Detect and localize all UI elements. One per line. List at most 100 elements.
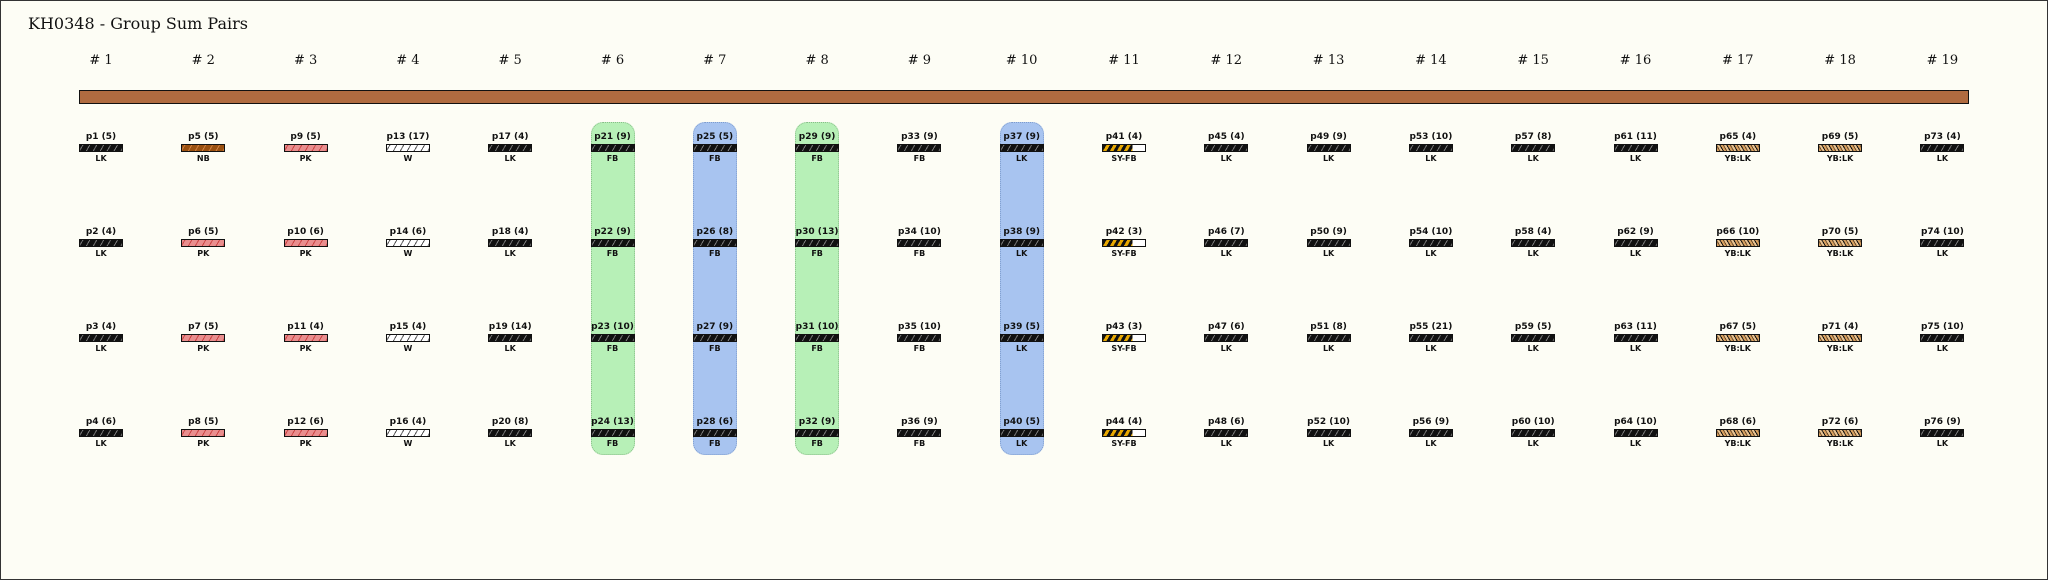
pattern-swatch — [79, 144, 123, 152]
pair-item: p24 (13) FB — [590, 417, 636, 449]
pair-item: p45 (4) LK — [1203, 132, 1249, 164]
pattern-code: FB — [709, 439, 721, 448]
pair-label: p53 (10) — [1409, 132, 1453, 142]
pair-label: p26 (8) — [696, 227, 734, 237]
pair-item: p22 (9) FB — [590, 227, 636, 259]
pair-label: p30 (13) — [795, 227, 839, 237]
pair-label: p18 (4) — [491, 227, 529, 237]
pair-label: p41 (4) — [1105, 132, 1143, 142]
pair-label: p21 (9) — [594, 132, 631, 142]
pair-item: p68 (6) YB:LK — [1715, 417, 1761, 449]
pair-item: p70 (5) YB:LK — [1817, 227, 1863, 259]
pattern-code: LK — [1220, 439, 1232, 448]
pair-label: p29 (9) — [798, 132, 836, 142]
pair-label: p8 (5) — [188, 417, 219, 427]
pair-item: p2 (4) LK — [78, 227, 124, 259]
pattern-code: SY-FB — [1111, 439, 1137, 448]
pair-item: p62 (9) LK — [1613, 227, 1659, 259]
pattern-code: PK — [299, 439, 312, 448]
pair-label: p40 (5) — [1003, 417, 1040, 427]
pair-item: p48 (6) LK — [1203, 417, 1249, 449]
pattern-swatch — [1306, 334, 1351, 342]
pair-label: p74 (10) — [1920, 227, 1964, 237]
pair-label: p17 (4) — [491, 132, 529, 142]
pattern-code: LK — [1016, 154, 1028, 163]
pair-label: p63 (11) — [1614, 322, 1657, 332]
pair-label: p35 (10) — [897, 322, 941, 332]
pair-label: p10 (6) — [287, 227, 324, 237]
pattern-code: NB — [196, 154, 210, 163]
pair-item: p55 (21) LK — [1408, 322, 1454, 354]
pattern-code: LK — [95, 154, 107, 163]
pair-label: p69 (5) — [1821, 132, 1859, 142]
pair-label: p43 (3) — [1105, 322, 1143, 332]
pair-label: p71 (4) — [1821, 322, 1859, 332]
pair-label: p57 (8) — [1514, 132, 1552, 142]
pattern-code: LK — [504, 154, 516, 163]
pair-label: p49 (9) — [1310, 132, 1347, 142]
pattern-swatch — [181, 334, 226, 342]
column-label: # 5 — [498, 53, 522, 68]
pair-item: p57 (8) LK — [1510, 132, 1556, 164]
pattern-code: LK — [504, 439, 516, 448]
pair-item: p23 (10) FB — [590, 322, 636, 354]
pair-item: p40 (5) LK — [999, 417, 1045, 449]
pair-label: p22 (9) — [594, 227, 631, 237]
pair-item: p30 (13) FB — [794, 227, 840, 259]
pair-item: p33 (9) FB — [896, 132, 942, 164]
pattern-code: FB — [811, 154, 823, 163]
pair-label: p52 (10) — [1307, 417, 1351, 427]
column-label: # 4 — [396, 53, 420, 68]
pair-label: p15 (4) — [389, 322, 427, 332]
pattern-code: YB:LK — [1826, 439, 1854, 448]
column-label: # 15 — [1517, 53, 1549, 68]
pair-item: p69 (5) YB:LK — [1817, 132, 1863, 164]
pattern-code: FB — [606, 439, 619, 448]
pair-item: p39 (5) LK — [999, 322, 1045, 354]
pattern-code: FB — [913, 439, 926, 448]
pair-item: p1 (5) LK — [78, 132, 124, 164]
pair-label: p1 (5) — [85, 132, 117, 142]
pattern-code: PK — [197, 249, 210, 258]
pattern-swatch — [1920, 144, 1965, 152]
pair-item: p63 (11) LK — [1613, 322, 1659, 354]
pair-item: p27 (9) FB — [692, 322, 738, 354]
pattern-code: LK — [1936, 439, 1949, 448]
pattern-code: YB:LK — [1724, 249, 1751, 258]
pair-item: p53 (10) LK — [1408, 132, 1454, 164]
pattern-swatch — [1408, 239, 1453, 247]
pair-label: p19 (14) — [488, 322, 532, 332]
pattern-swatch — [897, 239, 942, 247]
pair-item: p41 (4) SY-FB — [1101, 132, 1147, 164]
pattern-swatch — [1715, 144, 1760, 152]
pair-label: p37 (9) — [1003, 132, 1040, 142]
pair-label: p60 (10) — [1511, 417, 1555, 427]
pair-item: p44 (4) SY-FB — [1101, 417, 1147, 449]
pattern-swatch — [692, 429, 737, 437]
pattern-swatch — [385, 144, 430, 152]
pattern-swatch — [181, 239, 226, 247]
pattern-code: LK — [1629, 439, 1642, 448]
pattern-swatch — [181, 144, 226, 152]
pattern-swatch — [795, 144, 840, 152]
pattern-code: YB:LK — [1724, 439, 1751, 448]
pattern-swatch — [795, 239, 840, 247]
pattern-code: FB — [606, 249, 619, 258]
pair-label: p55 (21) — [1409, 322, 1453, 332]
pair-item: p12 (6) PK — [283, 417, 329, 449]
pattern-swatch — [1306, 429, 1351, 437]
pair-label: p2 (4) — [85, 227, 117, 237]
pair-item: p10 (6) PK — [283, 227, 329, 259]
pattern-swatch — [1920, 239, 1965, 247]
pair-item: p49 (9) LK — [1306, 132, 1352, 164]
pattern-code: LK — [1936, 154, 1949, 163]
pair-label: p65 (4) — [1719, 132, 1757, 142]
pattern-code: LK — [504, 344, 516, 353]
column-6-highlight — [590, 122, 635, 455]
pair-item: p47 (6) LK — [1203, 322, 1249, 354]
pattern-code: LK — [1322, 439, 1335, 448]
pair-label: p14 (6) — [389, 227, 427, 237]
pattern-swatch — [897, 334, 942, 342]
column-label: # 6 — [600, 53, 625, 68]
pair-item: p25 (5) FB — [692, 132, 738, 164]
